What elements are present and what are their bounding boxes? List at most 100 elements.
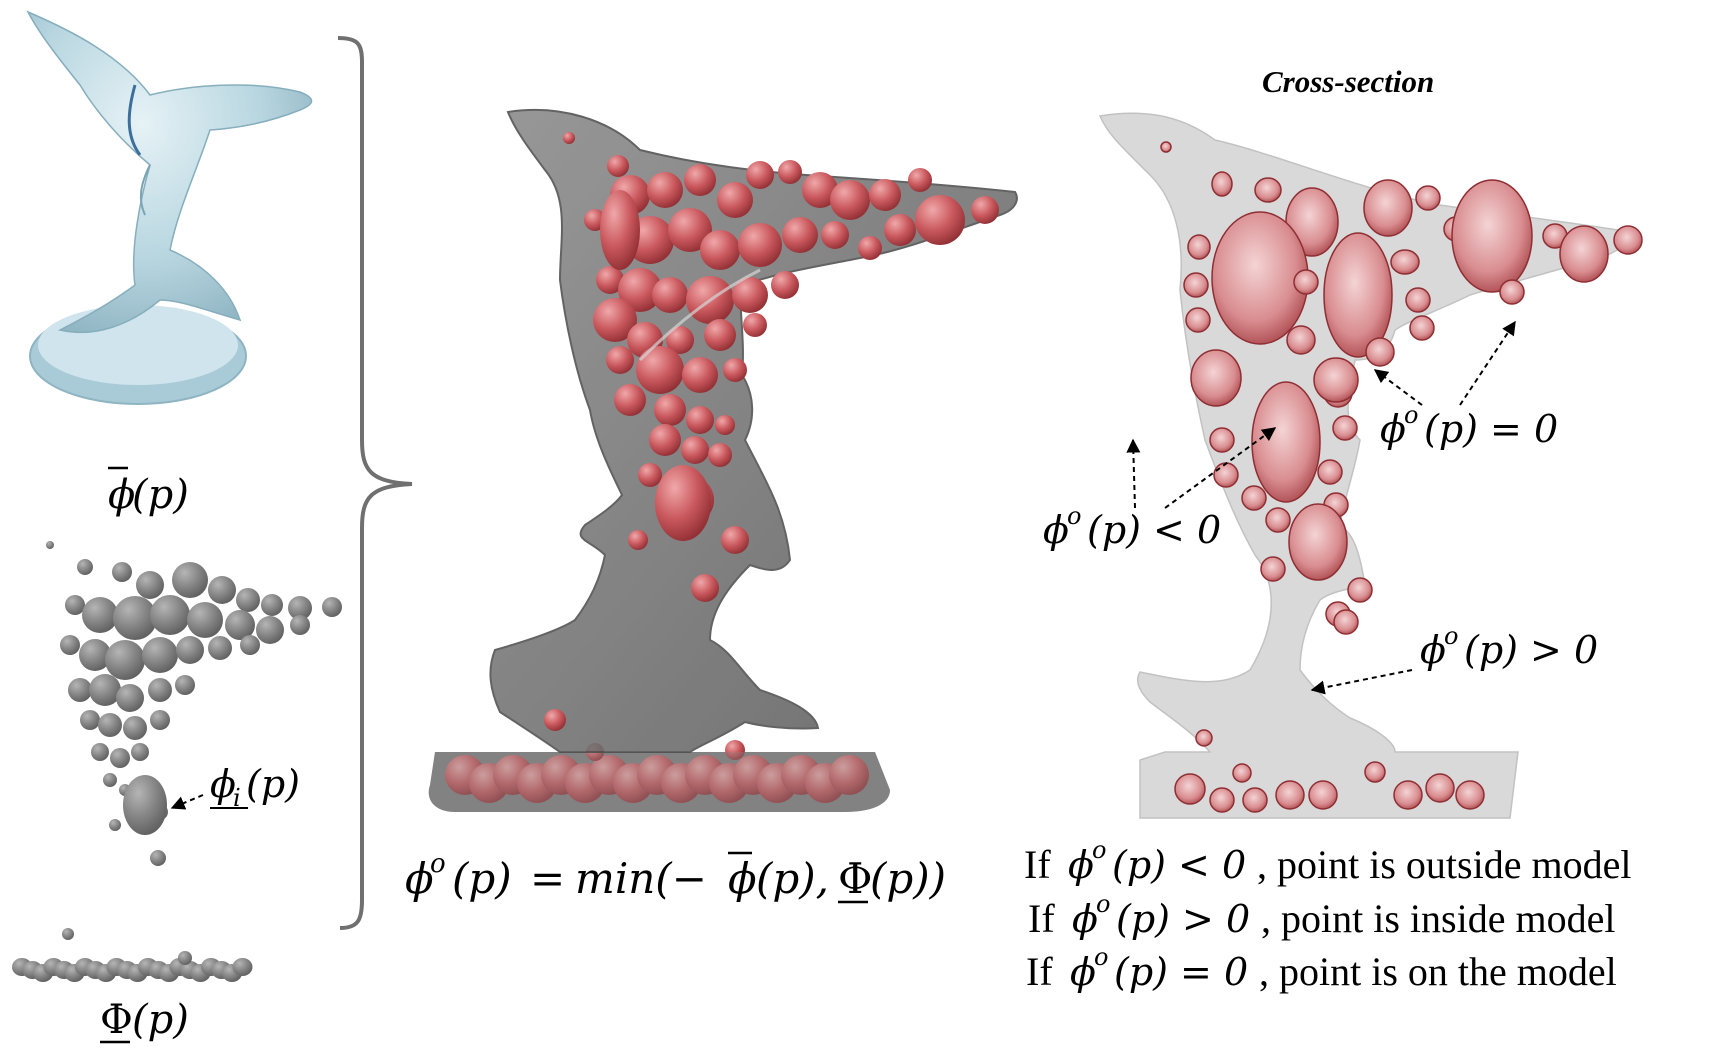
gray-sphere <box>208 636 232 660</box>
gray-sphere <box>80 710 100 730</box>
Phi-under-args: (p) <box>132 997 189 1043</box>
cross-section-hole <box>1160 141 1172 153</box>
hollowed-shark-model <box>428 108 1018 812</box>
red-sphere <box>681 436 709 464</box>
cross-section-title: Cross-section <box>1262 64 1434 99</box>
Phi-under-symbol: Φ <box>100 997 133 1043</box>
red-sphere <box>593 298 637 342</box>
svg-text:ϕ: ϕ <box>405 854 434 903</box>
red-sphere <box>647 172 683 208</box>
svg-text:ϕ: ϕ <box>1072 897 1098 941</box>
cross-section-hole <box>1365 337 1395 367</box>
cross-section-hole <box>1195 729 1213 747</box>
red-sphere <box>717 182 753 218</box>
red-sphere <box>778 160 802 184</box>
red-sphere <box>649 424 681 456</box>
cross-section-hole <box>1185 307 1211 333</box>
red-sphere <box>708 443 732 467</box>
phi-i-subscript: i <box>233 784 241 812</box>
gray-sphere <box>288 596 312 620</box>
arrow-zero-1 <box>1373 369 1423 406</box>
condition-3: If ϕ o (p) = 0 , point is on the model <box>1026 943 1617 994</box>
svg-text:(p),: (p), <box>756 854 829 903</box>
gray-sphere <box>60 635 80 655</box>
phi-i-args: (p) <box>246 762 300 806</box>
cross-section-hole <box>1254 177 1282 203</box>
cross-section-hole <box>1187 234 1211 260</box>
gray-sphere <box>148 678 172 702</box>
gray-sphere <box>131 743 149 761</box>
phi-bar-args: (p) <box>132 472 189 518</box>
gray-sphere <box>91 743 109 761</box>
red-sphere <box>666 326 694 354</box>
cross-section-hole <box>1293 269 1319 295</box>
svg-text:ϕ: ϕ <box>1070 950 1096 994</box>
red-sphere <box>743 313 767 337</box>
gray-sphere <box>79 639 111 671</box>
cross-section-hole <box>1333 609 1359 635</box>
cross-section-hole <box>1286 325 1316 355</box>
arrow-pos <box>1310 669 1413 695</box>
cross-section-hole <box>1393 780 1423 810</box>
red-sphere <box>618 268 662 312</box>
curly-bracket <box>337 36 413 930</box>
red-sphere <box>614 384 646 416</box>
gray-sphere <box>123 716 147 740</box>
red-sphere <box>686 406 714 434</box>
svg-text:(p) < 0: (p) < 0 <box>1112 843 1246 887</box>
gray-sphere <box>110 748 130 768</box>
svg-text:(p): (p) <box>452 854 512 903</box>
red-base-sphere <box>725 740 745 760</box>
svg-text:o: o <box>1092 836 1106 864</box>
gray-sphere <box>290 615 310 635</box>
red-sphere <box>607 155 629 177</box>
gray-sphere <box>175 675 195 695</box>
cross-section-hole <box>1232 763 1252 783</box>
cross-section-hole <box>1275 780 1305 810</box>
svg-text:min(−: min(− <box>575 854 707 903</box>
cross-section-hole <box>1251 381 1321 503</box>
gray-sphere <box>105 640 145 680</box>
red-sphere-oval <box>600 190 640 270</box>
phi-i-arrow <box>170 794 204 810</box>
svg-text:o: o <box>1404 401 1418 429</box>
gray-sphere <box>109 819 121 831</box>
cross-section-hole <box>1390 249 1420 275</box>
cross-section-hole <box>1183 272 1209 298</box>
gray-sphere <box>172 562 208 598</box>
red-sphere <box>668 208 712 252</box>
gray-sphere <box>112 562 132 582</box>
cross-section-hole <box>1260 556 1286 582</box>
red-base-sphere <box>829 755 869 795</box>
red-sphere <box>869 179 901 211</box>
svg-text:(p)): (p)) <box>870 854 946 903</box>
cross-section-hole <box>1190 349 1242 407</box>
red-sphere <box>691 574 719 602</box>
cross-section-hole <box>1209 427 1235 453</box>
cross-section-hole <box>1499 279 1525 305</box>
cross-section-shape <box>1098 112 1643 819</box>
condition-2: If ϕ o (p) > 0 , point is inside model <box>1028 890 1615 941</box>
red-sphere <box>638 463 662 487</box>
red-sphere <box>858 236 882 260</box>
gray-sphere-highlight <box>123 775 167 835</box>
cross-section-hole <box>1209 787 1235 813</box>
svg-text:If: If <box>1028 896 1055 941</box>
svg-text:(p) > 0: (p) > 0 <box>1116 897 1250 941</box>
cross-section-hole <box>1405 287 1431 313</box>
red-sphere <box>700 230 740 270</box>
gray-sphere <box>150 710 170 730</box>
gray-sphere <box>208 576 236 604</box>
cross-section-hole <box>1409 315 1435 341</box>
cross-section-hole <box>1174 773 1206 805</box>
cross-section-hole <box>1211 211 1309 345</box>
svg-text:(p) < 0: (p) < 0 <box>1087 508 1221 552</box>
cross-section-hole <box>1425 773 1455 803</box>
red-sphere <box>636 346 684 394</box>
gray-sphere <box>261 594 283 616</box>
cross-section-hole <box>1213 462 1239 488</box>
base-sphere <box>178 951 192 965</box>
cross-section-hole <box>1363 179 1413 237</box>
gray-sphere <box>225 610 255 640</box>
gray-sphere <box>236 588 260 612</box>
